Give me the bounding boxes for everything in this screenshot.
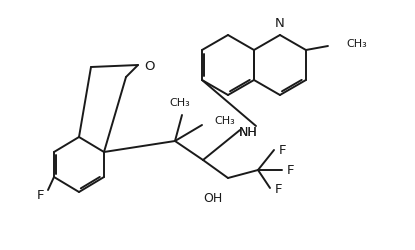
Text: F: F — [36, 189, 44, 202]
Text: N: N — [275, 17, 285, 30]
Text: F: F — [275, 183, 283, 196]
Text: F: F — [279, 143, 286, 156]
Text: OH: OH — [203, 192, 222, 205]
Text: CH₃: CH₃ — [214, 116, 235, 126]
Text: O: O — [144, 59, 154, 72]
Text: NH: NH — [239, 126, 257, 139]
Text: CH₃: CH₃ — [346, 39, 367, 49]
Text: NH: NH — [239, 126, 257, 139]
Text: F: F — [287, 164, 295, 177]
Text: CH₃: CH₃ — [170, 98, 190, 108]
